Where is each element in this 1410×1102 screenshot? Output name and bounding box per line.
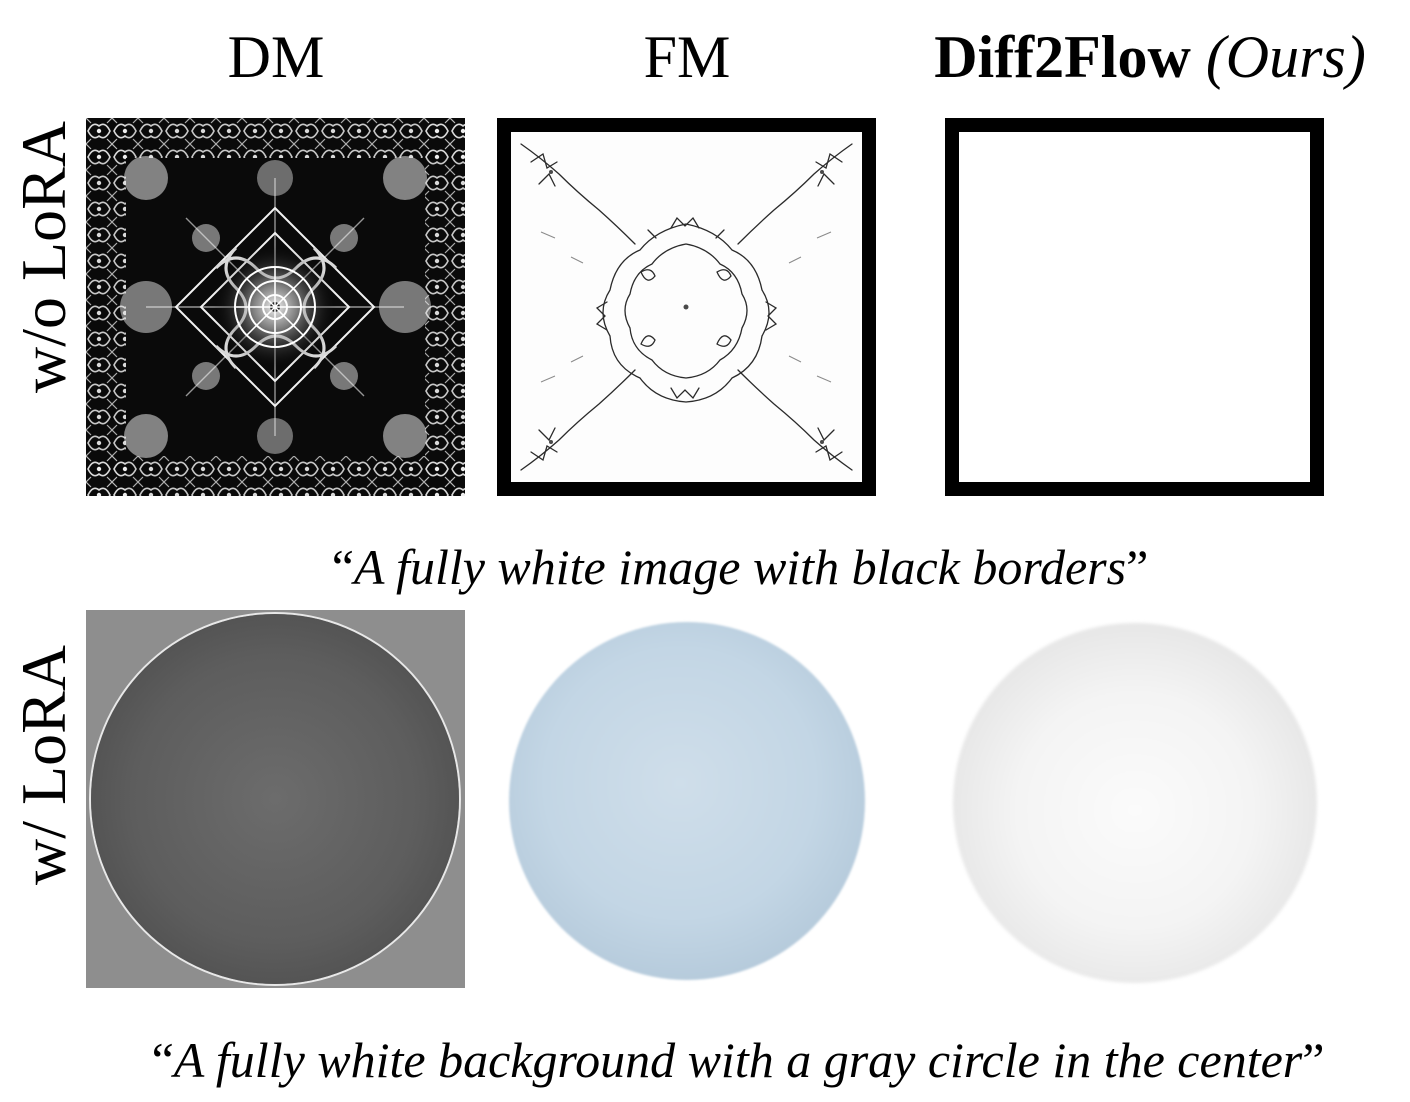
column-header-ours: Diff2Flow (Ours)	[880, 22, 1410, 92]
image-fm-with-lora	[497, 610, 876, 988]
ours-gray-circle	[953, 623, 1317, 983]
image-ours-without-lora	[945, 118, 1324, 496]
row-label-with-lora: w/ LoRA	[8, 645, 79, 885]
fm-white-canvas	[511, 132, 862, 482]
ornate-pattern-graphic	[86, 118, 465, 496]
caption-row-2-close-quote: ”	[1302, 1032, 1325, 1088]
caption-row-1-text: A fully white image with black borders	[353, 539, 1127, 595]
caption-row-2: “A fully white background with a gray ci…	[0, 1030, 1410, 1090]
image-dm-with-lora	[86, 610, 465, 988]
image-dm-without-lora	[86, 118, 465, 496]
caption-row-1-open-quote: “	[331, 539, 354, 595]
sketch-pattern-graphic	[520, 143, 853, 471]
fm-blue-circle	[509, 622, 865, 980]
caption-row-1-close-quote: ”	[1126, 539, 1149, 595]
column-header-dm: DM	[227, 24, 325, 90]
row-label-without-lora: w/o LoRA	[8, 121, 79, 393]
caption-row-2-open-quote: “	[151, 1032, 174, 1088]
image-ours-with-lora	[945, 610, 1324, 988]
image-fm-without-lora	[497, 118, 876, 496]
dm-dark-circle	[91, 614, 459, 984]
caption-row-2-text: A fully white background with a gray cir…	[173, 1032, 1303, 1088]
caption-row-1: “A fully white image with black borders”	[0, 537, 1410, 597]
column-header-ours-tag: (Ours)	[1205, 24, 1366, 90]
column-header-fm: FM	[643, 24, 731, 90]
column-header-ours-name: Diff2Flow	[934, 24, 1191, 90]
